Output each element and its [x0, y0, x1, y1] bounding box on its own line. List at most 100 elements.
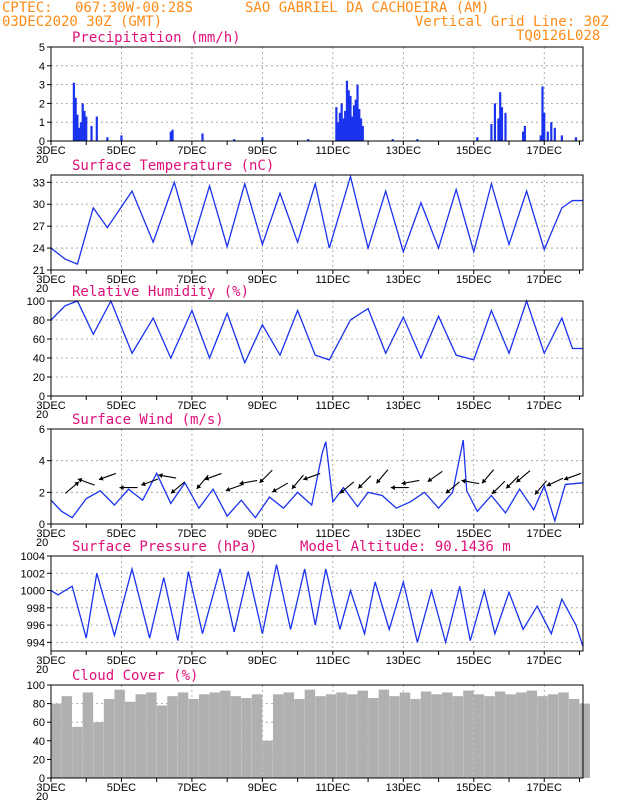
precip-bar — [354, 99, 357, 141]
x-tick-label: 5DEC — [107, 400, 136, 412]
wind-arrow — [291, 474, 304, 490]
panel-4: Surface Pressure (hPa) 994 996 998 1000 1002 1… — [21, 539, 584, 676]
wind-arrow — [158, 473, 177, 479]
x-tick-label: 5DEC — [107, 145, 136, 157]
cloud-bar — [516, 692, 527, 778]
panel-frame — [50, 684, 584, 779]
cloud-bar — [124, 701, 136, 778]
precip-bar — [539, 135, 542, 141]
y-tick-label: 0 — [39, 519, 45, 531]
wind-arrow-head — [427, 477, 433, 482]
wind-arrow — [239, 479, 258, 486]
precip-bar — [359, 118, 363, 141]
wind-arrow-head — [516, 477, 521, 483]
panel-frame — [50, 46, 584, 142]
cloud-bar — [558, 692, 569, 778]
panel-frame — [50, 300, 584, 397]
x-tick-label: 13DEC — [386, 145, 422, 157]
x-tick-label: 9DEC — [248, 145, 277, 157]
precip-bar — [340, 103, 343, 141]
cloud-bar — [177, 692, 189, 778]
x-tick-label: 3DEC — [36, 400, 65, 412]
cloud-bar — [135, 694, 146, 778]
cloud-bar — [167, 696, 178, 778]
y-tick-label: 0 — [39, 773, 45, 785]
cloud-bar — [262, 740, 273, 778]
cloud-bar — [568, 698, 580, 778]
precip-bar — [337, 122, 340, 141]
wind-arrows — [64, 469, 582, 495]
precip-bar — [490, 124, 493, 141]
header-coords: 067:30W-00:28S — [75, 0, 193, 16]
precip-bar — [171, 129, 174, 141]
y-tick-label: 30 — [33, 199, 45, 211]
precip-bar — [497, 118, 500, 141]
wind-arrow-head — [98, 475, 104, 481]
wind-arrow-head — [204, 475, 210, 481]
cloud-bar — [304, 689, 316, 778]
cloud-bar — [579, 703, 590, 778]
y-tick-label: 24 — [33, 243, 45, 255]
x-tick-label: 11DEC — [316, 655, 351, 667]
precip-bar — [476, 137, 479, 141]
header-date: 03DEC2020 30Z (GMT) — [2, 14, 162, 30]
panel-frame — [50, 428, 584, 525]
cloud-bar — [389, 696, 400, 778]
wind-arrow-head — [546, 481, 552, 487]
precip-bar — [356, 84, 359, 141]
wind-arrow-head — [445, 488, 451, 494]
y-tick-label: 4 — [39, 456, 45, 468]
precip-bar — [81, 103, 84, 141]
cloud-bar — [146, 692, 157, 778]
precip-bar — [352, 105, 356, 141]
cloud-bar — [72, 726, 83, 778]
header-grid-note: Vertical Grid Line: 30Z — [415, 14, 609, 30]
precip-bar — [493, 103, 497, 141]
x-tick-label: 15DEC — [456, 528, 492, 540]
y-tick-label: 20 — [33, 372, 45, 384]
y-tick-label: 100 — [27, 680, 45, 692]
precip-bar — [391, 139, 394, 141]
panel-2: Relative Humidity (%) 0 20 40 60 80 100 3DEC 5DE… — [27, 284, 584, 421]
cloud-bar — [368, 698, 379, 778]
precip-bar — [351, 116, 354, 141]
cloud-bar — [103, 698, 115, 778]
cloud-bar — [61, 696, 73, 778]
cloud-bar — [505, 694, 516, 778]
y-tick-label: 60 — [33, 334, 45, 346]
wind-arrow — [170, 481, 186, 494]
wind-arrow-head — [492, 489, 497, 494]
x-tick-label: 3DEC — [36, 274, 65, 286]
wind-arrow-head — [506, 483, 511, 489]
x-tick-label: 7DEC — [177, 145, 206, 157]
y-tick-label: 0 — [39, 391, 45, 403]
cloud-bar — [325, 694, 337, 778]
year-fragment: 20 — [36, 664, 48, 676]
x-tick-label: 9DEC — [248, 400, 277, 412]
wind-arrow-head — [74, 481, 80, 487]
x-tick-label: 3DEC — [36, 655, 65, 667]
x-tick-label: 3DEC — [36, 145, 65, 157]
year-fragment: 20 — [36, 154, 48, 166]
cloud-bar — [346, 694, 358, 778]
panel-frame — [50, 174, 584, 271]
cloud-bar — [431, 694, 442, 778]
panel-frame — [50, 555, 584, 652]
series-line — [50, 564, 584, 647]
precip-bar — [106, 137, 109, 141]
wind-arrow-head — [358, 483, 363, 489]
cloud-bar — [315, 696, 326, 778]
wind-arrow-head — [482, 478, 487, 484]
year-fragment: 20 — [36, 791, 48, 800]
wind-arrow-head — [239, 480, 244, 486]
wind-arrow — [390, 485, 409, 491]
cloud-bar — [294, 698, 305, 778]
wind-arrow — [563, 472, 582, 481]
x-tick-label: 11DEC — [316, 782, 351, 794]
wind-arrow-head — [303, 475, 308, 481]
wind-arrow — [303, 472, 321, 481]
precip-bar — [201, 133, 204, 141]
panel-title: Surface Pressure (hPa) — [72, 539, 257, 555]
wind-arrow — [445, 481, 460, 494]
wind-arrow-head — [272, 487, 277, 493]
